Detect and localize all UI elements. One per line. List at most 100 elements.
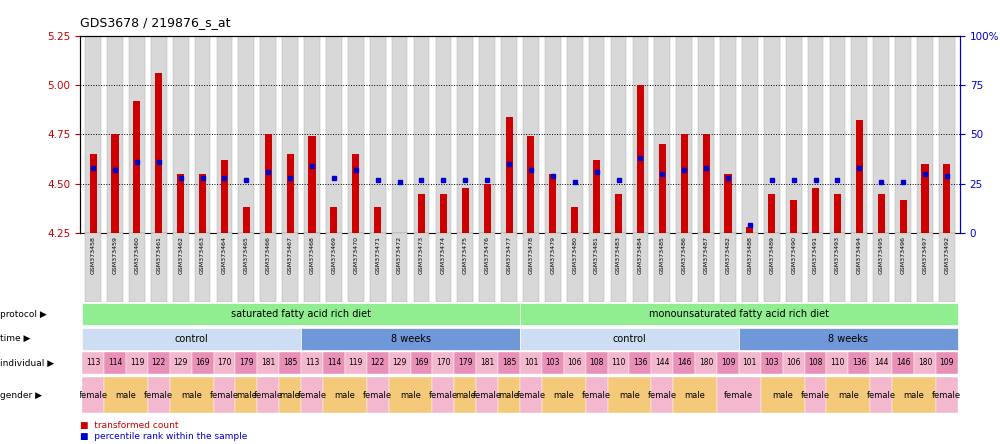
Text: 170: 170 xyxy=(436,358,451,368)
Text: 181: 181 xyxy=(480,358,494,368)
Bar xyxy=(348,233,364,302)
Text: 180: 180 xyxy=(918,358,932,368)
Text: 144: 144 xyxy=(874,358,888,368)
Text: ■  transformed count: ■ transformed count xyxy=(80,421,178,430)
Bar xyxy=(151,233,167,302)
Text: GSM373475: GSM373475 xyxy=(463,236,468,274)
Text: 114: 114 xyxy=(108,358,122,368)
Bar xyxy=(703,135,710,233)
Bar xyxy=(279,377,301,413)
Bar xyxy=(586,352,608,374)
Text: GSM373467: GSM373467 xyxy=(288,236,293,274)
Bar xyxy=(411,352,432,374)
Bar xyxy=(301,377,323,413)
Text: male: male xyxy=(772,391,793,400)
Bar xyxy=(111,135,119,233)
Text: 106: 106 xyxy=(786,358,801,368)
Text: 8 weeks: 8 weeks xyxy=(828,333,868,344)
Bar xyxy=(786,233,802,302)
Bar xyxy=(414,36,429,233)
Text: female: female xyxy=(429,391,458,400)
Bar xyxy=(571,207,578,233)
Bar xyxy=(527,136,534,233)
Text: 110: 110 xyxy=(611,358,626,368)
Bar xyxy=(939,233,955,302)
Bar xyxy=(611,233,626,302)
Bar xyxy=(654,36,670,233)
Bar xyxy=(392,36,407,233)
Bar xyxy=(484,184,491,233)
Text: male: male xyxy=(334,391,355,400)
Text: 103: 103 xyxy=(546,358,560,368)
Bar xyxy=(761,352,783,374)
Bar xyxy=(235,377,257,413)
Bar xyxy=(221,160,228,233)
Bar xyxy=(323,377,367,413)
Text: 119: 119 xyxy=(130,358,144,368)
Bar xyxy=(129,36,145,233)
Text: 146: 146 xyxy=(677,358,691,368)
Text: control: control xyxy=(175,333,209,344)
Text: 108: 108 xyxy=(808,358,823,368)
Bar xyxy=(742,36,758,233)
Bar xyxy=(287,154,294,233)
Bar xyxy=(851,36,867,233)
Bar xyxy=(301,352,323,374)
Text: GSM373474: GSM373474 xyxy=(441,236,446,274)
Bar xyxy=(436,36,451,233)
Text: GSM373486: GSM373486 xyxy=(682,236,687,274)
Bar xyxy=(921,164,929,233)
Text: GSM373492: GSM373492 xyxy=(944,236,949,274)
Bar xyxy=(851,233,867,302)
Bar xyxy=(82,328,301,349)
Text: 185: 185 xyxy=(502,358,516,368)
Text: GSM373482: GSM373482 xyxy=(725,236,730,274)
Text: GDS3678 / 219876_s_at: GDS3678 / 219876_s_at xyxy=(80,16,230,29)
Text: GSM373496: GSM373496 xyxy=(901,236,906,274)
Bar xyxy=(260,36,276,233)
Bar xyxy=(257,377,279,413)
Bar xyxy=(479,36,495,233)
Text: 179: 179 xyxy=(239,358,254,368)
Bar xyxy=(82,377,104,413)
Text: female: female xyxy=(210,391,239,400)
Text: female: female xyxy=(144,391,173,400)
Bar xyxy=(717,377,761,413)
Text: female: female xyxy=(582,391,611,400)
Bar xyxy=(654,233,670,302)
Bar xyxy=(195,233,210,302)
Bar xyxy=(895,233,911,302)
Text: male: male xyxy=(838,391,859,400)
Text: 119: 119 xyxy=(349,358,363,368)
Bar xyxy=(739,328,958,349)
Bar xyxy=(611,36,626,233)
Bar xyxy=(761,377,805,413)
Text: GSM373458: GSM373458 xyxy=(91,236,96,274)
Bar xyxy=(826,377,870,413)
Bar xyxy=(148,377,170,413)
Text: 113: 113 xyxy=(86,358,100,368)
Bar xyxy=(870,377,892,413)
Bar xyxy=(742,233,758,302)
Text: male: male xyxy=(685,391,706,400)
Text: female: female xyxy=(79,391,108,400)
Bar xyxy=(698,233,714,302)
Bar xyxy=(304,36,320,233)
Bar xyxy=(501,36,517,233)
Bar xyxy=(85,36,101,233)
Bar xyxy=(454,377,476,413)
Text: GSM373468: GSM373468 xyxy=(310,236,315,274)
Bar xyxy=(192,352,214,374)
Text: 185: 185 xyxy=(283,358,297,368)
Bar xyxy=(454,352,476,374)
Bar xyxy=(330,207,337,233)
Text: male: male xyxy=(280,391,301,400)
Bar xyxy=(104,352,126,374)
Bar xyxy=(805,377,826,413)
Text: control: control xyxy=(613,333,646,344)
Bar xyxy=(304,233,320,302)
Bar xyxy=(549,174,556,233)
Bar xyxy=(520,352,542,374)
Bar xyxy=(457,233,473,302)
Bar xyxy=(170,352,192,374)
